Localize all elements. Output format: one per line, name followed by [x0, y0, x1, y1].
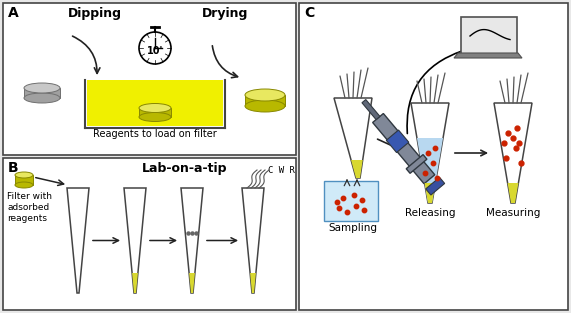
Ellipse shape — [139, 112, 171, 121]
Bar — [245, 95, 285, 106]
Polygon shape — [242, 188, 264, 293]
Bar — [87, 80, 223, 126]
Text: Releasing: Releasing — [405, 208, 455, 218]
Polygon shape — [494, 103, 532, 203]
Text: C: C — [304, 6, 314, 20]
Text: B: B — [8, 161, 19, 175]
Polygon shape — [454, 53, 522, 58]
Ellipse shape — [245, 89, 285, 101]
Polygon shape — [250, 273, 256, 293]
Text: Reagents to load on filter: Reagents to load on filter — [93, 129, 217, 139]
Text: Measuring: Measuring — [486, 208, 540, 218]
Polygon shape — [417, 138, 443, 203]
Polygon shape — [426, 177, 445, 195]
Text: Lab-on-a-tip: Lab-on-a-tip — [142, 162, 228, 175]
Bar — [299, 3, 568, 310]
Polygon shape — [406, 155, 427, 173]
Ellipse shape — [24, 83, 60, 93]
Ellipse shape — [139, 104, 171, 112]
Polygon shape — [181, 188, 203, 293]
Polygon shape — [373, 114, 435, 184]
Ellipse shape — [15, 182, 33, 188]
Polygon shape — [508, 183, 518, 203]
FancyBboxPatch shape — [461, 17, 517, 54]
Polygon shape — [67, 188, 89, 293]
Polygon shape — [362, 100, 380, 120]
Text: A: A — [8, 6, 19, 20]
Polygon shape — [411, 103, 449, 203]
Text: Dipping: Dipping — [68, 7, 122, 19]
Bar — [3, 3, 296, 155]
Bar — [24, 88, 60, 98]
Text: Drying: Drying — [202, 7, 248, 19]
Polygon shape — [334, 98, 372, 178]
Bar — [139, 108, 171, 117]
Polygon shape — [425, 183, 436, 203]
Polygon shape — [124, 188, 146, 293]
FancyBboxPatch shape — [324, 181, 378, 221]
Polygon shape — [132, 273, 138, 293]
Circle shape — [139, 32, 171, 64]
Polygon shape — [351, 160, 363, 178]
Ellipse shape — [245, 100, 285, 112]
Text: Sampling: Sampling — [328, 223, 377, 233]
Ellipse shape — [24, 93, 60, 103]
Polygon shape — [189, 273, 195, 293]
Text: Filter with
adsorbed
reagents: Filter with adsorbed reagents — [7, 192, 52, 223]
Bar — [15, 175, 33, 185]
Ellipse shape — [15, 172, 33, 178]
Text: 10': 10' — [147, 46, 163, 56]
Text: C W R: C W R — [268, 166, 295, 175]
Polygon shape — [386, 130, 409, 152]
Bar — [3, 158, 296, 310]
